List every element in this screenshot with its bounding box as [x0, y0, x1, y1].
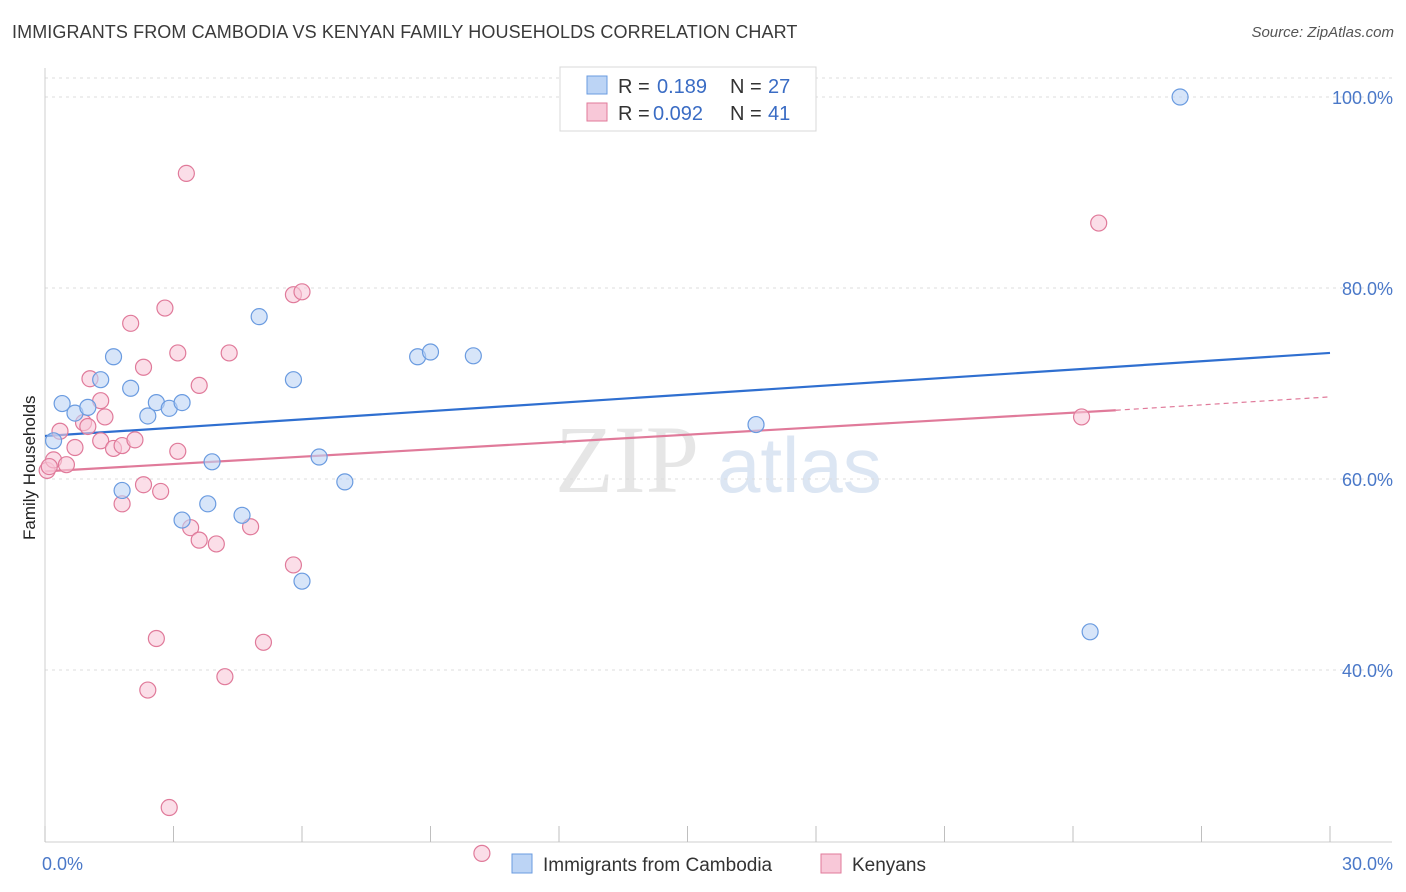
- point-kenyans: [216, 668, 234, 686]
- point-cambodia: [199, 495, 217, 513]
- point-kenyans: [156, 299, 174, 317]
- point-kenyans: [242, 518, 260, 536]
- point-kenyans: [207, 535, 225, 553]
- point-cambodia: [53, 394, 71, 413]
- point-cambodia: [1081, 623, 1099, 641]
- point-cambodia: [1171, 88, 1189, 106]
- point-cambodia: [44, 432, 63, 450]
- point-kenyans: [134, 358, 153, 376]
- point-cambodia: [173, 511, 191, 529]
- legend-n-value-1: 27: [768, 76, 790, 98]
- point-kenyans: [254, 633, 273, 651]
- point-kenyans: [284, 556, 303, 574]
- point-kenyans: [126, 431, 144, 449]
- legend-n-label-1: N =: [730, 76, 762, 98]
- watermark-atlas: atlas: [717, 421, 882, 509]
- x-tick-label: 30.0%: [1342, 854, 1393, 874]
- legend-n-value-2: 41: [768, 103, 790, 125]
- legend-box: R = 0.189 N = 27 R = 0.092 N = 41: [559, 66, 817, 132]
- point-cambodia: [203, 453, 221, 471]
- y-tick-label: 80.0%: [1342, 279, 1393, 299]
- point-kenyans: [190, 376, 208, 395]
- bottom-legend-swatch-kenyans: [820, 853, 842, 874]
- point-cambodia: [113, 481, 131, 500]
- point-cambodia: [139, 407, 157, 425]
- x-tick-labels: 0.0% 30.0%: [42, 854, 1393, 874]
- y-tick-label: 100.0%: [1332, 88, 1393, 108]
- legend-n-label-2: N =: [730, 103, 762, 125]
- point-kenyans: [1072, 408, 1091, 426]
- bottom-legend-kenyans: Kenyans: [852, 855, 926, 876]
- point-cambodia: [92, 371, 110, 389]
- trend-line-cambodia: [44, 351, 1331, 438]
- point-kenyans: [57, 456, 76, 474]
- y-tick-label: 60.0%: [1342, 470, 1393, 490]
- y-tick-label: 40.0%: [1342, 661, 1393, 681]
- point-cambodia: [233, 506, 251, 524]
- point-kenyans: [92, 432, 110, 450]
- point-cambodia: [250, 308, 268, 326]
- y-axis-label: Family Households: [20, 395, 39, 540]
- point-cambodia: [122, 379, 140, 397]
- point-kenyans: [169, 344, 187, 362]
- legend-swatch-kenyans: [586, 102, 608, 122]
- legend-swatch-cambodia: [586, 75, 608, 95]
- point-kenyans: [1090, 214, 1108, 232]
- point-cambodia: [464, 347, 482, 365]
- chart-title: IMMIGRANTS FROM CAMBODIA VS KENYAN FAMIL…: [12, 22, 798, 42]
- point-cambodia: [336, 473, 354, 491]
- source-label: Source: ZipAtlas.com: [1251, 24, 1394, 41]
- trend-lines: [44, 351, 1331, 473]
- point-kenyans: [220, 344, 238, 362]
- legend-r-label-1: R =: [618, 76, 650, 98]
- point-kenyans: [147, 629, 165, 648]
- point-kenyans: [473, 844, 491, 862]
- legend-r-value-2: 0.092: [653, 103, 703, 125]
- trend-line-kenyans-extension: [1115, 396, 1331, 411]
- grid-lines: [45, 77, 1392, 671]
- point-cambodia: [293, 572, 311, 590]
- legend-r-value-1: 0.189: [657, 76, 707, 98]
- trend-line-kenyans: [44, 409, 1116, 473]
- point-cambodia: [104, 348, 123, 366]
- data-points: [38, 88, 1189, 862]
- point-cambodia: [421, 343, 440, 361]
- axes: [44, 68, 1392, 843]
- point-kenyans: [293, 283, 311, 301]
- point-kenyans: [160, 798, 178, 817]
- x-tick-label: 0.0%: [42, 854, 83, 874]
- point-kenyans: [134, 476, 153, 494]
- point-kenyans: [79, 417, 97, 436]
- bottom-legend-swatch-cambodia: [511, 853, 533, 874]
- bottom-legend-cambodia: Immigrants from Cambodia: [543, 855, 773, 876]
- point-cambodia: [747, 415, 765, 434]
- point-kenyans: [190, 531, 208, 549]
- point-kenyans: [177, 164, 195, 182]
- point-kenyans: [139, 681, 157, 699]
- watermark-zip: ZIP: [555, 406, 699, 513]
- point-cambodia: [284, 371, 303, 389]
- point-kenyans: [122, 314, 140, 332]
- bottom-legend: Immigrants from Cambodia Kenyans: [511, 853, 926, 876]
- legend-r-label-2: R =: [618, 103, 650, 125]
- y-tick-labels: 40.0% 60.0% 80.0% 100.0%: [1332, 88, 1393, 681]
- point-cambodia: [173, 394, 191, 412]
- point-cambodia: [310, 448, 328, 466]
- point-kenyans: [40, 457, 58, 476]
- point-kenyans: [96, 408, 114, 426]
- point-kenyans: [66, 438, 84, 457]
- point-cambodia: [79, 398, 97, 416]
- point-kenyans: [169, 442, 187, 460]
- point-kenyans: [152, 482, 170, 501]
